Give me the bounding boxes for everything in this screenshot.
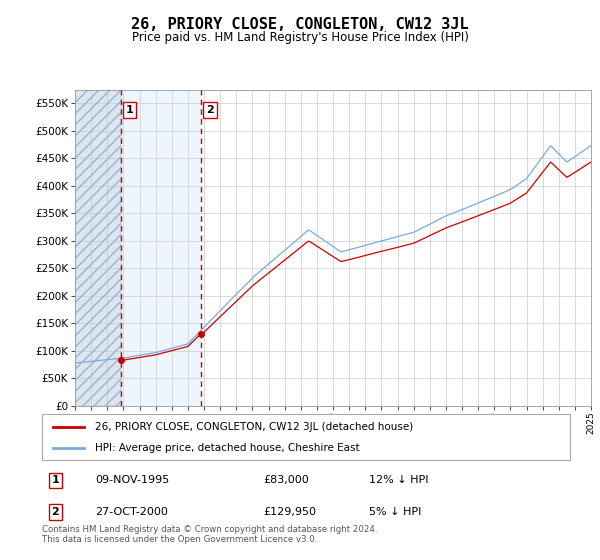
Text: 12% ↓ HPI: 12% ↓ HPI: [370, 475, 429, 486]
Text: 27-OCT-2000: 27-OCT-2000: [95, 507, 167, 517]
Text: 1: 1: [52, 475, 59, 486]
Text: 26, PRIORY CLOSE, CONGLETON, CW12 3JL: 26, PRIORY CLOSE, CONGLETON, CW12 3JL: [131, 17, 469, 32]
Bar: [121, 90, 201, 406]
Text: 1: 1: [126, 105, 134, 115]
Text: 2: 2: [206, 105, 214, 115]
Text: HPI: Average price, detached house, Cheshire East: HPI: Average price, detached house, Ches…: [95, 443, 359, 453]
Text: Price paid vs. HM Land Registry's House Price Index (HPI): Price paid vs. HM Land Registry's House …: [131, 31, 469, 44]
Text: 5% ↓ HPI: 5% ↓ HPI: [370, 507, 422, 517]
Bar: [75, 90, 121, 406]
Text: £129,950: £129,950: [264, 507, 317, 517]
Text: £83,000: £83,000: [264, 475, 310, 486]
Text: 26, PRIORY CLOSE, CONGLETON, CW12 3JL (detached house): 26, PRIORY CLOSE, CONGLETON, CW12 3JL (d…: [95, 422, 413, 432]
Text: Contains HM Land Registry data © Crown copyright and database right 2024.
This d: Contains HM Land Registry data © Crown c…: [42, 525, 377, 544]
Bar: [75, 90, 121, 406]
Text: 09-NOV-1995: 09-NOV-1995: [95, 475, 169, 486]
Text: 2: 2: [52, 507, 59, 517]
